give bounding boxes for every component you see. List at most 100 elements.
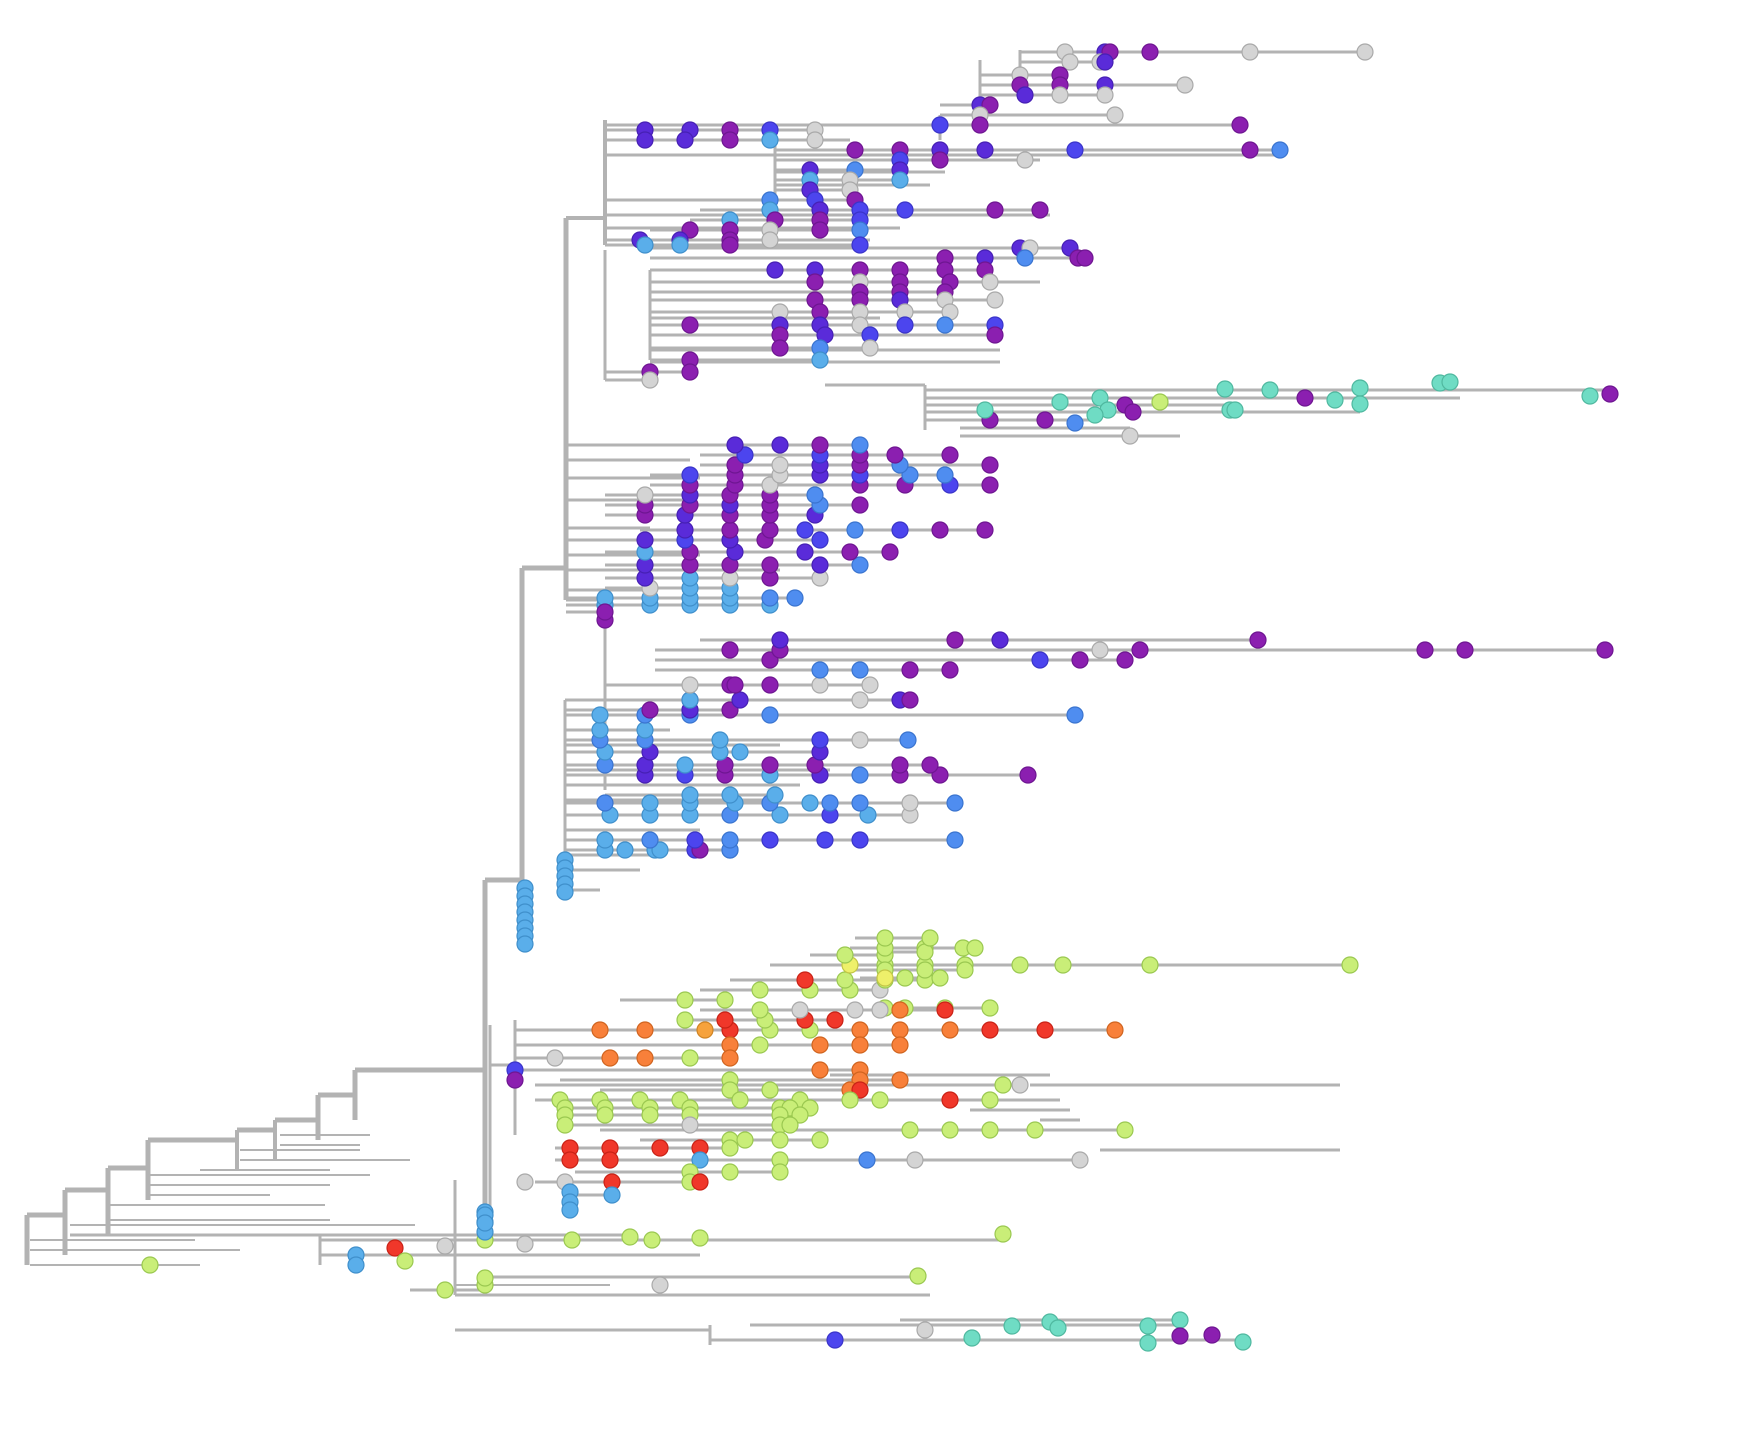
tip-node-lime[interactable] [731,1091,749,1109]
tip-node-purple[interactable] [846,141,864,159]
tip-node-purple[interactable] [1416,641,1434,659]
tip-node-lime[interactable] [1116,1121,1134,1139]
tip-node-indigo[interactable] [816,831,834,849]
tip-node-blue[interactable] [851,556,869,574]
tip-node-purple[interactable] [1456,641,1474,659]
tip-node-indigo[interactable] [891,521,909,539]
tip-node-violet[interactable] [731,691,749,709]
tip-node-skyblue[interactable] [561,1201,579,1219]
tip-node-gray[interactable] [981,273,999,291]
tip-node-skyblue[interactable] [721,786,739,804]
tip-node-lime[interactable] [1151,393,1169,411]
tip-node-purple[interactable] [1171,1327,1189,1345]
tip-node-lime[interactable] [771,1131,789,1149]
tip-node-indigo[interactable] [1066,141,1084,159]
tip-node-lime[interactable] [836,971,854,989]
tip-node-blue[interactable] [846,521,864,539]
tip-node-lime[interactable] [1054,956,1072,974]
tip-node-skyblue[interactable] [681,691,699,709]
tip-node-teal[interactable] [1441,373,1459,391]
tip-node-purple[interactable] [721,641,739,659]
tip-node-gray[interactable] [871,1001,889,1019]
tip-node-lime[interactable] [841,1091,859,1109]
tip-node-purple[interactable] [1124,403,1142,421]
tip-node-teal[interactable] [976,401,994,419]
tip-node-red[interactable] [981,1021,999,1039]
tip-node-blue[interactable] [851,436,869,454]
tip-node-lime[interactable] [956,961,974,979]
tip-node-indigo[interactable] [761,831,779,849]
tip-node-lime[interactable] [736,1131,754,1149]
tip-node-purple[interactable] [946,631,964,649]
tip-node-red[interactable] [561,1151,579,1169]
tip-node-indigo[interactable] [826,1331,844,1349]
tip-node-skyblue[interactable] [641,794,659,812]
tip-node-gray[interactable] [791,1001,809,1019]
tip-node-purple[interactable] [986,326,1004,344]
tip-node-skyblue[interactable] [591,721,609,739]
tip-node-gray[interactable] [1176,76,1194,94]
tip-node-purple[interactable] [506,1071,524,1089]
tip-node-blue[interactable] [946,794,964,812]
tip-node-lime[interactable] [751,1036,769,1054]
tip-node-orange[interactable] [851,1021,869,1039]
tip-node-indigo[interactable] [931,116,949,134]
tip-node-indigo[interactable] [811,531,829,549]
tip-node-lime[interactable] [751,1001,769,1019]
tip-node-purple[interactable] [1116,651,1134,669]
tip-node-amber[interactable] [696,1021,714,1039]
tip-node-skyblue[interactable] [859,806,877,824]
tip-node-lime[interactable] [751,981,769,999]
tip-node-violet[interactable] [726,436,744,454]
tip-node-purple[interactable] [1031,201,1049,219]
tip-node-violet[interactable] [636,131,654,149]
tip-node-gray[interactable] [1241,43,1259,61]
tip-node-violet[interactable] [796,543,814,561]
tip-node-orange[interactable] [891,1001,909,1019]
tip-node-skyblue[interactable] [691,1151,709,1169]
tip-node-lime[interactable] [141,1256,159,1274]
tip-node-blue[interactable] [899,731,917,749]
tip-node-orange[interactable] [941,1021,959,1039]
tip-node-indigo[interactable] [681,466,699,484]
tip-node-teal[interactable] [1216,380,1234,398]
tip-node-blue[interactable] [761,589,779,607]
tip-node-orange[interactable] [591,1021,609,1039]
tip-node-lime[interactable] [994,1225,1012,1243]
tip-node-purple[interactable] [1296,389,1314,407]
tip-node-lime[interactable] [596,1106,614,1124]
tip-node-purple[interactable] [1249,631,1267,649]
tip-node-orange[interactable] [1106,1021,1124,1039]
tip-node-orange[interactable] [891,1021,909,1039]
tip-node-blue[interactable] [858,1151,876,1169]
tip-node-skyblue[interactable] [731,743,749,761]
tip-node-purple[interactable] [881,543,899,561]
tip-node-lime[interactable] [721,1139,739,1157]
tip-node-skyblue[interactable] [591,706,609,724]
tip-node-indigo[interactable] [811,731,829,749]
tip-node-teal[interactable] [1051,393,1069,411]
tip-node-purple[interactable] [901,691,919,709]
tip-node-gray[interactable] [861,676,879,694]
tip-node-teal[interactable] [1351,395,1369,413]
tip-node-gray[interactable] [761,231,779,249]
tip-node-lime[interactable] [981,1091,999,1109]
tip-node-violet[interactable] [976,141,994,159]
tip-node-skyblue[interactable] [681,786,699,804]
tip-node-gray[interactable] [851,731,869,749]
tip-node-gray[interactable] [861,339,879,357]
tip-node-orange[interactable] [636,1049,654,1067]
tip-node-purple[interactable] [1076,249,1094,267]
tip-node-purple[interactable] [976,521,994,539]
tip-node-lime[interactable] [771,1163,789,1181]
tip-node-violet[interactable] [991,631,1009,649]
tip-node-teal[interactable] [1171,1311,1189,1329]
tip-node-purple[interactable] [1131,641,1149,659]
tip-node-indigo[interactable] [851,831,869,849]
tip-node-purple[interactable] [941,661,959,679]
tip-node-teal[interactable] [1049,1319,1067,1337]
tip-node-blue[interactable] [596,794,614,812]
tip-node-skyblue[interactable] [811,351,829,369]
tip-node-lime[interactable] [476,1269,494,1287]
tip-node-purple[interactable] [771,339,789,357]
